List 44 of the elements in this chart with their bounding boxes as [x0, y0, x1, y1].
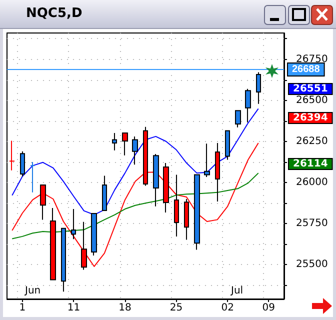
text: 26551 — [293, 84, 328, 94]
candlestick — [194, 174, 200, 250]
candlestick — [61, 228, 66, 292]
y-tick-label: 25500 — [296, 259, 328, 270]
candlestick — [9, 140, 15, 171]
y-tick-label: 26750 — [296, 54, 328, 65]
candlestick — [215, 142, 220, 202]
x-tick-label: 1 — [19, 302, 26, 314]
candlestick — [163, 162, 169, 213]
text: 26394 — [293, 112, 328, 124]
candlestick — [256, 72, 261, 104]
line-series — [12, 172, 259, 240]
x-tick-label: 09 — [262, 302, 275, 314]
line-series — [12, 108, 259, 216]
candlestick — [91, 212, 97, 256]
candlestick — [174, 174, 179, 237]
annotation: Jun — [24, 286, 41, 296]
candlestick — [102, 175, 107, 211]
text: 26114 — [293, 158, 328, 170]
candlestick — [40, 184, 46, 220]
x-tick-label: 18 — [118, 302, 132, 314]
candlestick — [204, 143, 210, 178]
x-tick-label: 02 — [221, 302, 234, 314]
candlestick — [122, 132, 128, 156]
candlestick — [245, 88, 251, 123]
candlestick — [50, 208, 56, 280]
y-tick-label: 25750 — [296, 218, 328, 229]
candlestick — [184, 198, 189, 240]
annotation: Jul — [230, 286, 244, 296]
candlestick — [30, 162, 35, 193]
ref-line-label: 26688 — [292, 64, 320, 75]
candlestick — [235, 110, 241, 128]
candlestick — [225, 130, 230, 160]
candlestick — [20, 150, 25, 177]
candlestick — [112, 132, 117, 151]
x-tick-label: 11 — [67, 302, 80, 314]
y-tick-label: 26250 — [296, 136, 328, 147]
candlestick — [153, 154, 159, 207]
y-tick-label: 26500 — [296, 94, 328, 106]
y-tick-label: 26000 — [296, 176, 328, 188]
candlestick — [71, 208, 76, 240]
x-tick-label: 25 — [170, 302, 183, 314]
candlestick — [132, 136, 138, 166]
chart-title: NQC5,D — [26, 6, 82, 21]
